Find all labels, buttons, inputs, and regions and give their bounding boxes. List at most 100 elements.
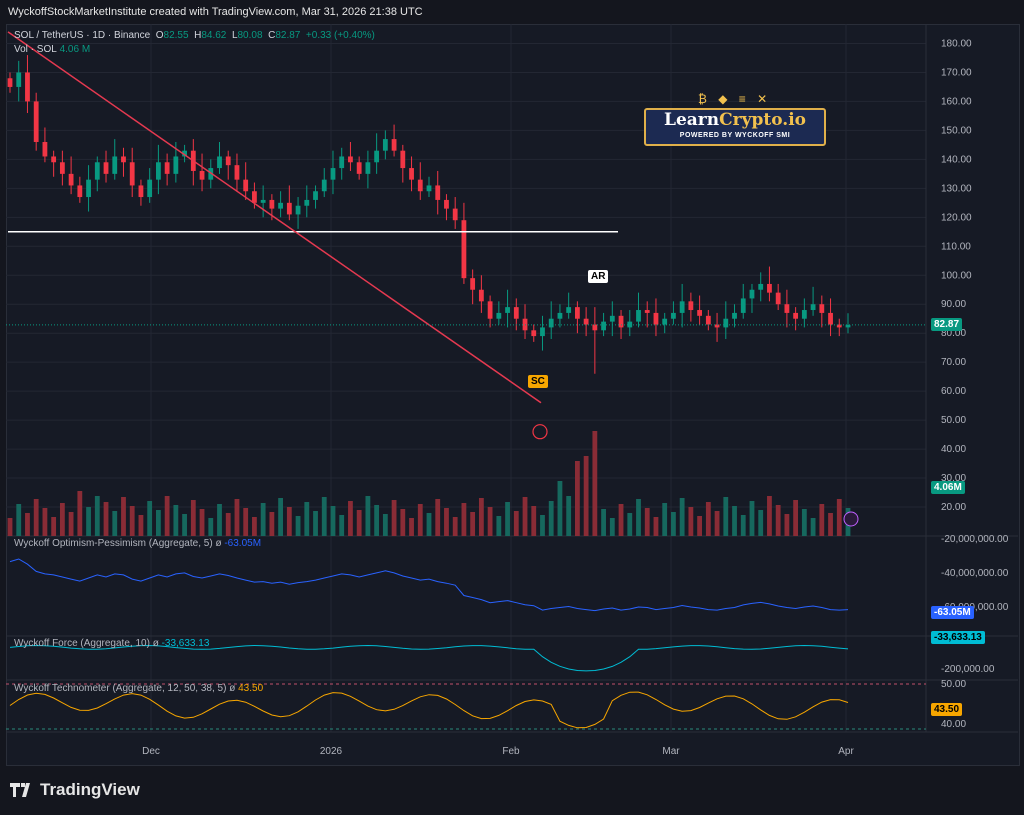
candle-body [653, 312, 659, 325]
volume-bar [592, 431, 598, 536]
techno-tick-label: 40.00 [941, 719, 966, 730]
volume-bar [348, 501, 353, 536]
volume-bar [321, 497, 327, 536]
candle-body [444, 199, 449, 209]
price-badge: 82.87 [931, 318, 963, 331]
volume-bar [487, 507, 493, 536]
volume-bar [7, 518, 13, 536]
eye-off-icon[interactable]: ø [152, 638, 159, 649]
volume-bar [278, 498, 284, 536]
volume-bar [679, 498, 685, 536]
volume-bar [828, 513, 833, 536]
tradingview-logo-icon [10, 783, 30, 797]
volume-bar [662, 503, 668, 536]
learncrypto-logo: ₿ ◆ ≡ ✕ LearnCrypto.io POWERED BY WYCKOF… [644, 92, 826, 146]
candle-body [339, 156, 345, 169]
price-tick-label: 140.00 [941, 154, 972, 165]
volume-bar [51, 517, 57, 536]
candle-body [138, 185, 144, 198]
candle-body [260, 199, 266, 203]
volume-bar [714, 511, 720, 536]
volume-bar [583, 456, 589, 536]
close-label: C [268, 30, 276, 41]
candle-body [548, 318, 554, 328]
low-value: 80.08 [237, 30, 263, 41]
candle-body [374, 150, 380, 163]
volume-bar [173, 505, 179, 536]
price-tick-label: 40.00 [941, 444, 966, 455]
price-tick-label: 80.00 [941, 328, 966, 339]
candle-body [487, 301, 493, 319]
candle-body [705, 315, 711, 325]
volume-bar [16, 504, 22, 536]
candle-body [295, 205, 301, 215]
volume-bar [400, 509, 406, 536]
volume-bar [461, 503, 467, 536]
candle-body [68, 173, 74, 186]
tradingview-brand[interactable]: TradingView [10, 780, 140, 800]
candle-body [784, 304, 790, 313]
candle-body [819, 304, 825, 313]
volume-bar [190, 500, 196, 536]
chart-canvas[interactable]: 20.00 30.00 40.00 50.00 60.00 70.00 80.00 90.00… [6, 24, 1018, 764]
logo-title: LearnCrypto.io [644, 110, 826, 130]
price-tick-label: 20.00 [941, 502, 966, 513]
candle-body [618, 315, 624, 328]
candle-body [714, 324, 720, 328]
volume-bar [260, 503, 266, 536]
candle-body [609, 315, 615, 322]
candle-body [313, 191, 318, 200]
volume-bar [505, 502, 510, 536]
force-tick-label: -200,000.00 [941, 664, 995, 675]
volume-bar [644, 508, 650, 536]
high-value: 84.62 [201, 30, 227, 41]
candle-body [496, 312, 502, 319]
volume-bar [740, 515, 746, 536]
price-tick-label: 150.00 [941, 125, 972, 136]
volume-bar [382, 514, 388, 536]
volume-bar [444, 508, 449, 536]
candle-body [636, 310, 641, 322]
volume-bar [452, 517, 458, 536]
eye-off-icon[interactable]: ø [229, 683, 236, 694]
price-tick-label: 120.00 [941, 212, 972, 223]
candle-body [644, 310, 650, 313]
time-tick-label: Dec [142, 746, 160, 757]
candle-body [400, 150, 406, 169]
candle-body [732, 312, 737, 319]
force-legend: Wyckoff Force (Aggregate, 10) ø -33,633.… [14, 638, 209, 649]
volume-bar [68, 512, 74, 536]
eye-off-icon[interactable]: ø [215, 538, 222, 549]
volume-bar [478, 498, 484, 536]
candle-body [409, 168, 414, 180]
candle-body [461, 220, 467, 279]
candle-body [697, 310, 703, 316]
price-tick-label: 110.00 [941, 241, 971, 252]
volume-bar [391, 500, 397, 536]
candle-body [740, 298, 746, 313]
chart-header: WyckoffStockMarketInstitute created with… [8, 6, 423, 18]
price-tick-label: 170.00 [941, 67, 972, 78]
volume-bar [609, 518, 615, 536]
candle-body [217, 156, 222, 169]
volume-bar [217, 504, 222, 536]
volume-bar [147, 501, 153, 536]
candle-body [793, 312, 799, 319]
volume-bar [819, 504, 825, 536]
candle-body [566, 307, 572, 313]
techno-badge: 43.50 [931, 703, 963, 716]
candle-body [836, 324, 842, 328]
volume-bar [836, 499, 842, 536]
volume-bar [513, 511, 519, 536]
candle-body [252, 191, 257, 203]
volume-bar [732, 506, 737, 536]
candle-body [33, 101, 39, 142]
candle-body [627, 321, 633, 328]
ar-label: AR [588, 270, 609, 283]
candle-body [286, 202, 292, 215]
candle-body [321, 179, 327, 192]
volume-label: Vol · SOL [14, 44, 57, 55]
volume-bar [313, 511, 318, 536]
volume-bar [208, 518, 214, 536]
volume-bar [749, 501, 755, 536]
